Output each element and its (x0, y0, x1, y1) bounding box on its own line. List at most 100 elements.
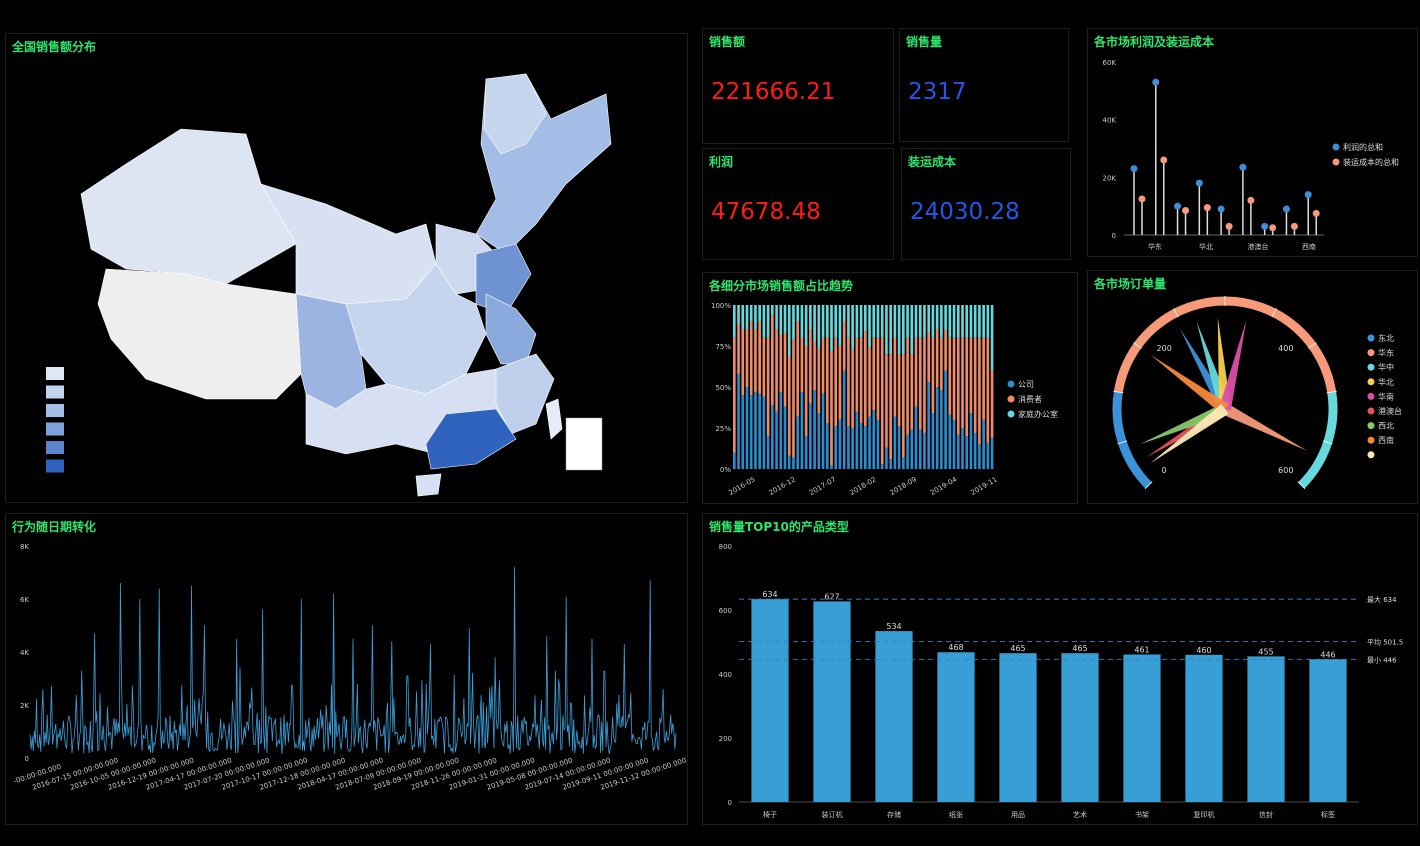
gauge-needle (1140, 403, 1228, 445)
stack-bar-segment (851, 305, 854, 350)
stack-bar-segment (864, 426, 867, 469)
gauge-legend-label: 华南 (1378, 391, 1394, 401)
stack-bar-segment (868, 416, 871, 469)
stack-bar-segment (986, 442, 990, 469)
stack-bar-segment (847, 305, 850, 338)
top10-bar (1185, 654, 1223, 802)
shipping-kpi-label: 装运成本 (908, 155, 957, 169)
gauge-legend-dot (1367, 451, 1375, 459)
stack-bar-segment (978, 305, 981, 338)
stack-bar-segment (855, 411, 859, 469)
stack-bar-segment (859, 305, 863, 338)
stack-bar-segment (851, 428, 854, 469)
stack-bar-segment (927, 332, 931, 383)
stack-bar-segment (918, 305, 922, 338)
stack-bar-segment (956, 434, 960, 469)
top10-markline-label: 最大 634 (1367, 595, 1397, 604)
stack-bar-segment (800, 337, 804, 392)
stack-bar-segment (783, 305, 787, 333)
gauge-legend-label: 华中 (1378, 362, 1394, 372)
stack-bar-segment (969, 413, 973, 469)
stack-bar-segment (754, 305, 757, 330)
stack-bar-segment (741, 305, 745, 330)
stack-bar-segment (766, 305, 770, 338)
stack-bar-segment (914, 337, 918, 407)
map-legend-swatch (46, 367, 64, 380)
stack-bar-segment (889, 354, 892, 460)
stack-bar-segment (876, 419, 880, 469)
map-regions (80, 73, 612, 497)
stack-y-tick: 75% (715, 343, 731, 351)
lollipop-x-tick: 港澳台 (1248, 242, 1269, 251)
stack-bar-segment (927, 382, 931, 469)
stack-bar-segment (982, 305, 985, 338)
trend-y-tick: 8K (20, 543, 29, 551)
top10-y-tick: 400 (719, 671, 732, 679)
stack-bar-segment (986, 305, 990, 338)
stack-bar-segment (940, 305, 943, 338)
profit-kpi-value: 47678.48 (711, 199, 821, 225)
top10-value-label: 461 (1134, 645, 1149, 654)
gauge-tick-label: 600 (1278, 466, 1293, 475)
stack-bar-segment (872, 409, 876, 469)
stack-bar-segment (762, 337, 766, 397)
stack-bar-segment (809, 305, 812, 330)
stack-bar-segment (893, 416, 897, 469)
stack-bar-segment (737, 324, 740, 374)
top10-bar (751, 599, 789, 802)
stack-bar-segment (897, 426, 901, 469)
stack-bar-segment (914, 305, 918, 338)
south-sea-inset (565, 417, 603, 471)
stack-legend-label: 公司 (1018, 380, 1034, 389)
stack-bar-segment (838, 346, 842, 420)
stack-bar-segment (745, 387, 749, 469)
stack-bar-segment (792, 339, 795, 458)
stack-bar-segment (821, 393, 825, 469)
stack-bar-segment (762, 305, 766, 338)
lollipop-point-profit (1152, 78, 1160, 86)
stack-bar-segment (906, 305, 909, 338)
stack-bar-segment (779, 334, 783, 392)
stack-bar-segment (825, 305, 829, 338)
lollipop-x-tick: 华北 (1199, 242, 1213, 251)
lollipop-point-profit (1174, 202, 1182, 210)
stack-bar-segment (809, 403, 812, 469)
stack-bar-segment (973, 337, 977, 433)
lollipop-point-shipping (1138, 195, 1146, 203)
gauge-tick-label: 0 (1162, 466, 1167, 475)
top10-value-label: 534 (886, 622, 901, 631)
stack-bar-segment (897, 354, 901, 427)
stack-bar-segment (914, 406, 918, 469)
gauge-legend-label: 华东 (1378, 348, 1394, 358)
stack-bar-segment (961, 337, 964, 428)
qty-kpi-label: 销售量 (906, 35, 943, 49)
stack-bar-segment (876, 337, 880, 420)
lollipop-point-shipping (1182, 206, 1190, 214)
stack-bar-segment (948, 337, 952, 415)
lollipop-point-shipping (1225, 222, 1233, 230)
top10-x-tick: 纸张 (949, 810, 963, 819)
top10-x-tick: 艺术 (1073, 810, 1087, 819)
stack-bar-segment (804, 346, 808, 437)
stack-bar-segment (817, 305, 821, 348)
stack-bar-segment (745, 305, 749, 330)
top10-value-label: 465 (1072, 644, 1087, 653)
lollipop-point-shipping (1203, 204, 1211, 212)
stack-x-tick: 2017-07 (808, 475, 837, 497)
stack-bar-segment (935, 387, 939, 469)
top10-value-label: 468 (948, 643, 963, 652)
stack-legend-dot (1007, 395, 1015, 403)
stack-bar-segment (956, 305, 960, 338)
top10-x-tick: 复印机 (1194, 810, 1215, 819)
china-map (46, 73, 612, 497)
stack-bar-segment (885, 447, 888, 469)
lollipop-y-tick: 0 (1112, 232, 1116, 240)
stack-bar-segment (885, 305, 888, 355)
gauge-tick (1117, 440, 1128, 445)
gauge-tick (1113, 390, 1124, 394)
stack-bar-segment (792, 457, 795, 469)
stack-bar-segment (749, 321, 753, 396)
sales-kpi-card: 销售额 221666.21 (702, 28, 894, 144)
